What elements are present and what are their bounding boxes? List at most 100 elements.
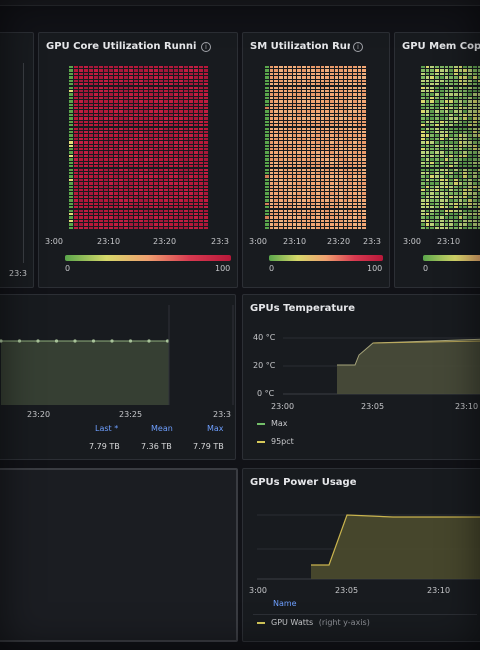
heatmap-cell (343, 89, 348, 93)
stat-header-max[interactable]: Max (207, 424, 224, 433)
heatmap-cell (353, 151, 357, 154)
heatmap-cell (74, 151, 78, 154)
heatmap-cell (477, 76, 480, 79)
heatmap-cell (343, 168, 348, 171)
heatmap-cell (179, 202, 183, 206)
heatmap[interactable] (421, 66, 480, 230)
heatmap-cell (109, 216, 113, 219)
stat-header-last[interactable]: Last * (95, 424, 119, 433)
heatmap-cell (320, 223, 325, 226)
heatmap-cell (454, 66, 458, 69)
heatmap-cell (348, 103, 353, 106)
heatmap-cell (454, 69, 458, 72)
heatmap-cell (269, 144, 274, 147)
heatmap[interactable] (265, 66, 367, 230)
heatmap-cell (477, 151, 480, 154)
heatmap-cell (449, 195, 453, 199)
heatmap-cell (463, 86, 468, 89)
heatmap-cell (463, 124, 468, 127)
heatmap-cell (353, 79, 357, 83)
panel-selected-empty[interactable] (0, 468, 238, 642)
heatmap-cell (302, 66, 306, 69)
heatmap-cell (139, 206, 143, 209)
heatmap-cell (306, 96, 311, 100)
legend-item-95pct[interactable]: 95pct (257, 437, 294, 446)
heatmap-cell (421, 219, 425, 223)
heatmap-cell (149, 195, 153, 199)
heatmap-cell (94, 161, 98, 165)
heatmap-cell (343, 178, 348, 182)
x-tick: 23:05 (361, 402, 385, 411)
heatmap-cell (124, 148, 128, 151)
heatmap-cell (435, 66, 439, 69)
heatmap-cell (274, 206, 278, 209)
heatmap-cell (89, 151, 93, 154)
heatmap-cell (124, 165, 128, 168)
heatmap-cell (454, 72, 458, 76)
heatmap-cell (311, 137, 315, 141)
legend-item-gpu-watts[interactable]: GPU Watts (right y-axis) (257, 618, 370, 627)
heatmap-cell (204, 209, 208, 212)
panel-left-partial[interactable]: 23:3 (0, 32, 34, 288)
heatmap-cell (425, 178, 430, 182)
heatmap-cell (274, 189, 278, 192)
heatmap-cell (179, 124, 183, 127)
heatmap-cell (463, 113, 468, 117)
heatmap-cell (74, 89, 78, 93)
panel-title: GPU Core Utilization Runnin (46, 41, 196, 52)
heatmap-cell (69, 134, 73, 137)
panel-gpu-mem-copy[interactable]: GPU Mem Copy 3:00 23:10 0 (394, 32, 480, 288)
heatmap-cell (348, 158, 353, 161)
heatmap-cell (154, 154, 158, 158)
heatmap-cell (154, 86, 158, 89)
panel-sm-utilization[interactable]: SM Utilization Run i 3:00 23:10 23:20 23… (242, 32, 390, 288)
heatmap-cell (134, 86, 138, 89)
panel-gpu-core-utilization[interactable]: GPU Core Utilization Runnin i 3:00 23:10… (38, 32, 238, 288)
heatmap-cell (306, 134, 311, 137)
heatmap-cell (269, 202, 274, 206)
heatmap-cell (174, 130, 178, 134)
heatmap-cell (174, 103, 178, 106)
heatmap-cell (99, 161, 103, 165)
heatmap-cell (69, 195, 73, 199)
heatmap[interactable] (69, 66, 209, 230)
heatmap-cell (134, 76, 138, 79)
info-icon[interactable]: i (201, 42, 211, 52)
heatmap-cell (320, 86, 325, 89)
panel-gpus-power-usage[interactable]: GPUs Power Usage 3:00 23:05 23:10 Name G… (242, 468, 480, 642)
heatmap-cell (129, 202, 133, 206)
heatmap-cell (69, 103, 73, 106)
heatmap-cell (439, 216, 444, 219)
heatmap-cell (343, 100, 348, 103)
stat-header-mean[interactable]: Mean (151, 424, 173, 433)
heatmap-cell (353, 86, 357, 89)
legend-header-name[interactable]: Name (273, 599, 297, 608)
heatmap-cell (109, 161, 113, 165)
panel-storage-usage[interactable]: 23:20 23:25 23:3 Last * Mean Max 7.79 TB… (0, 294, 236, 460)
heatmap-cell (435, 178, 439, 182)
legend-item-max[interactable]: Max (257, 419, 288, 428)
heatmap-cell (306, 103, 311, 106)
heatmap-cell (129, 86, 133, 89)
heatmap-cell (114, 185, 118, 188)
heatmap-cell (425, 141, 430, 144)
heatmap-cell (458, 96, 463, 100)
heatmap-cell (458, 185, 463, 188)
heatmap-cell (104, 182, 108, 185)
panel-gpus-temperature[interactable]: GPUs Temperature 40 °C 20 °C 0 °C 23:00 … (242, 294, 480, 460)
heatmap-cell (154, 93, 158, 96)
heatmap-cell (104, 79, 108, 83)
heatmap-cell (311, 161, 315, 165)
heatmap-cell (353, 175, 357, 178)
heatmap-cell (463, 178, 468, 182)
heatmap-cell (283, 168, 288, 171)
heatmap-cell (149, 144, 153, 147)
heatmap-cell (119, 93, 123, 96)
heatmap-cell (199, 89, 203, 93)
heatmap-cell (184, 100, 188, 103)
heatmap-cell (297, 195, 302, 199)
heatmap-cell (320, 206, 325, 209)
heatmap-cell (292, 76, 297, 79)
heatmap-cell (463, 83, 468, 86)
info-icon[interactable]: i (353, 42, 363, 52)
